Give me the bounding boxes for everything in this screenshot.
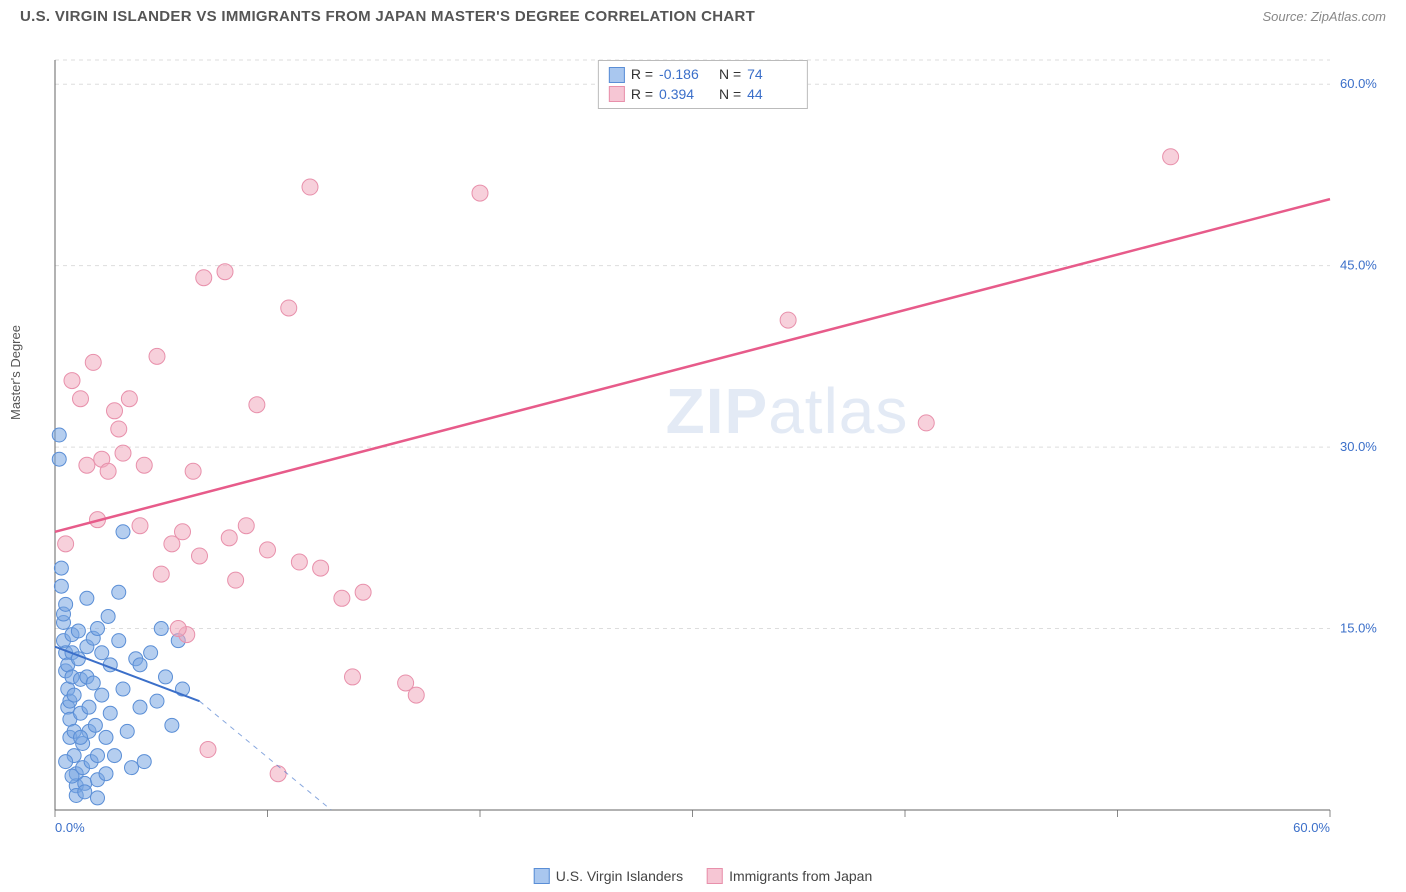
stat-n-japan: 44 — [747, 85, 797, 105]
source-text: Source: ZipAtlas.com — [1262, 9, 1386, 24]
chart-plot: 15.0%30.0%45.0%60.0%0.0%60.0% ZIPatlas — [50, 55, 1390, 845]
bottom-legend: U.S. Virgin Islanders Immigrants from Ja… — [534, 868, 873, 884]
svg-text:15.0%: 15.0% — [1340, 621, 1377, 636]
svg-text:30.0%: 30.0% — [1340, 439, 1377, 454]
swatch-japan-icon — [609, 86, 625, 102]
scatter-svg: 15.0% 30.0% 45.0% 60.0% 0.0% 60.0% — [50, 55, 1390, 845]
legend-item-japan: Immigrants from Japan — [707, 868, 872, 884]
swatch-japan-icon — [707, 868, 723, 884]
stat-n-label: N = — [715, 85, 741, 105]
svg-text:45.0%: 45.0% — [1340, 258, 1377, 273]
stats-row-usvi: R = -0.186 N = 74 — [609, 65, 797, 85]
swatch-usvi-icon — [609, 67, 625, 83]
svg-text:0.0%: 0.0% — [55, 820, 85, 835]
stat-r-usvi: -0.186 — [659, 65, 709, 85]
stat-n-usvi: 74 — [747, 65, 797, 85]
stat-r-label: R = — [631, 65, 653, 85]
legend-item-usvi: U.S. Virgin Islanders — [534, 868, 683, 884]
legend-label-usvi: U.S. Virgin Islanders — [556, 868, 683, 884]
y-axis-label: Master's Degree — [8, 325, 23, 420]
stat-n-label: N = — [715, 65, 741, 85]
chart-title: U.S. VIRGIN ISLANDER VS IMMIGRANTS FROM … — [20, 8, 755, 25]
stat-r-japan: 0.394 — [659, 85, 709, 105]
stat-r-label: R = — [631, 85, 653, 105]
svg-text:60.0%: 60.0% — [1293, 820, 1330, 835]
stats-row-japan: R = 0.394 N = 44 — [609, 85, 797, 105]
stats-legend-box: R = -0.186 N = 74 R = 0.394 N = 44 — [598, 60, 808, 109]
swatch-usvi-icon — [534, 868, 550, 884]
legend-label-japan: Immigrants from Japan — [729, 868, 872, 884]
svg-text:60.0%: 60.0% — [1340, 76, 1377, 91]
